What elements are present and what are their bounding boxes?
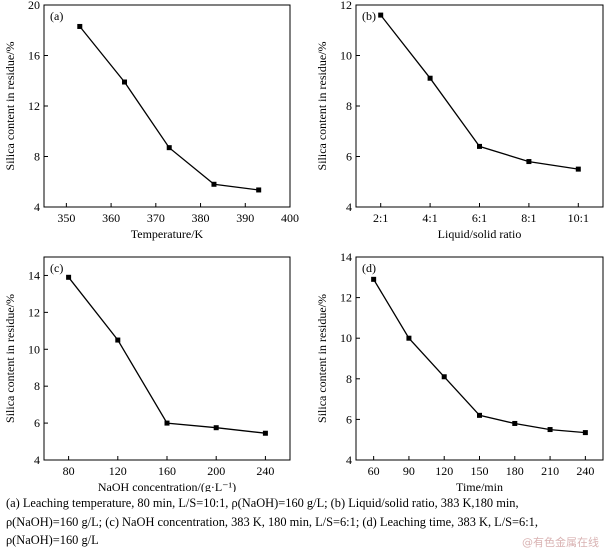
plot-frame: [43, 256, 291, 461]
data-point: [66, 274, 72, 280]
x-tick-label: 4:1: [422, 211, 437, 225]
x-tick-label: 240: [576, 464, 594, 478]
x-tick-label: 60: [368, 464, 380, 478]
y-axis-title: Silica content in residue/%: [315, 42, 329, 171]
x-tick-label: 210: [541, 464, 559, 478]
data-point: [441, 374, 447, 380]
y-tick-label: 20: [28, 0, 40, 12]
data-point: [575, 166, 581, 172]
caption-line-2: ρ(NaOH)=160 g/L; (c) NaOH concentration,…: [6, 514, 538, 529]
y-axis-title: Silica content in residue/%: [3, 294, 17, 423]
x-tick-label: 380: [192, 211, 210, 225]
caption-line-3: ρ(NaOH)=160 g/L: [6, 533, 99, 547]
x-tick-label: 160: [158, 464, 176, 478]
series-line: [68, 276, 266, 434]
plot-frame: [355, 4, 604, 208]
y-tick-label: 4: [346, 200, 352, 214]
figure: 350 360 370 380 390 400 4 8 12 16 20 (a) Temperature…: [3, 0, 604, 492]
panel-label: (b): [362, 9, 376, 23]
y-tick-label: 4: [34, 453, 40, 467]
data-point: [378, 12, 384, 18]
x-tick-label: 350: [57, 211, 75, 225]
x-tick-label: 180: [506, 464, 524, 478]
data-point: [115, 337, 121, 343]
y-tick-label: 10: [340, 331, 352, 345]
y-tick-label: 6: [34, 416, 40, 430]
y-tick-label: 14: [28, 268, 40, 282]
y-tick-label: 10: [340, 49, 352, 63]
figure-caption: (a) Leaching temperature, 80 min, L/S=10…: [6, 494, 602, 550]
data-point: [371, 276, 377, 282]
data-point: [122, 79, 128, 85]
y-tick-label: 8: [34, 379, 40, 393]
chart-panel-c: 80 120 160 200 240 4 6 8 10 12 14 (c) NaOH concentra…: [3, 256, 291, 492]
y-tick-label: 4: [34, 200, 40, 214]
x-axis-title: Temperature/K: [131, 227, 204, 241]
plot-frame: [43, 4, 291, 208]
x-tick-label: 120: [435, 464, 453, 478]
data-point: [477, 412, 482, 418]
data-point: [166, 145, 172, 151]
data-point: [211, 181, 217, 187]
y-tick-label: 8: [346, 99, 352, 113]
y-tick-label: 12: [340, 291, 352, 305]
watermark: @有色金属在线: [522, 536, 599, 549]
x-tick-label: 360: [102, 211, 120, 225]
x-tick-label: 370: [147, 211, 165, 225]
chart-panel-d: 60 90 120 150 180 210 240 4 6 8 10 12 14 (d) Time/min S…: [315, 250, 604, 492]
y-tick-label: 12: [28, 99, 40, 113]
x-tick-label: 120: [109, 464, 127, 478]
panel-label: (a): [50, 9, 63, 23]
data-point: [406, 335, 412, 341]
y-tick-label: 12: [28, 305, 40, 319]
y-tick-label: 16: [28, 49, 40, 63]
chart-panel-a: 350 360 370 380 390 400 4 8 12 16 20 (a) Temperature…: [3, 0, 299, 241]
y-tick-label: 6: [346, 412, 352, 426]
caption-line-1: (a) Leaching temperature, 80 min, L/S=10…: [6, 496, 519, 510]
x-tick-label: 6:1: [472, 211, 487, 225]
x-tick-label: 390: [236, 211, 254, 225]
y-tick-label: 14: [340, 250, 352, 264]
y-axis-title: Silica content in residue/%: [315, 294, 329, 423]
data-point: [477, 143, 482, 149]
y-tick-label: 10: [28, 342, 40, 356]
y-tick-label: 8: [34, 150, 40, 164]
x-tick-label: 2:1: [373, 211, 388, 225]
x-tick-label: 400: [281, 211, 299, 225]
data-point: [547, 427, 553, 433]
chart-panel-b: 2:1 4:1 6:1 8:1 10:1 4 6 8 10 12 (b) Liquid/solid r…: [315, 0, 604, 241]
panel-label: (c): [50, 261, 63, 275]
x-tick-label: 10:1: [568, 211, 589, 225]
data-point: [77, 23, 83, 29]
y-axis-title: Silica content in residue/%: [3, 42, 17, 171]
y-tick-label: 4: [346, 453, 352, 467]
x-tick-label: 8:1: [521, 211, 536, 225]
data-point: [512, 420, 518, 426]
data-point: [164, 420, 170, 426]
x-axis-title: NaOH concentration/(g·L⁻¹): [98, 480, 236, 492]
x-axis-title: Liquid/solid ratio: [438, 227, 522, 241]
panel-label: (d): [362, 261, 376, 275]
x-tick-label: 90: [403, 464, 415, 478]
x-tick-label: 80: [63, 464, 75, 478]
series-line: [79, 26, 259, 191]
x-tick-label: 150: [471, 464, 489, 478]
data-point: [427, 75, 433, 81]
data-point: [256, 187, 262, 193]
x-tick-label: 200: [207, 464, 225, 478]
series-line: [373, 278, 586, 434]
plot-frame: [355, 256, 604, 461]
y-tick-label: 8: [346, 372, 352, 386]
data-point: [582, 430, 588, 436]
x-axis-title: Time/min: [456, 480, 503, 492]
y-tick-label: 6: [346, 150, 352, 164]
data-point: [526, 159, 532, 165]
data-point: [213, 425, 219, 431]
y-tick-label: 12: [340, 0, 352, 12]
data-point: [262, 430, 268, 436]
x-tick-label: 240: [256, 464, 274, 478]
